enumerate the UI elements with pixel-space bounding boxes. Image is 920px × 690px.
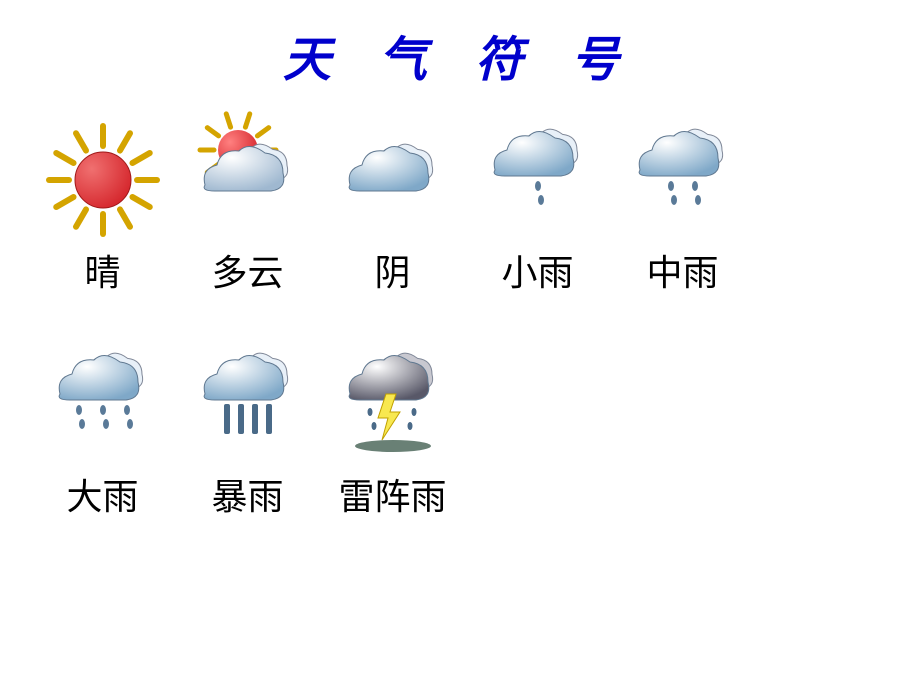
weather-label-heavy-rain: 大雨 [66, 478, 138, 518]
page-title: 天 气 符 号 [0, 0, 920, 110]
heavy-rain-icon [38, 334, 168, 474]
weather-cell-storm-rain: 暴雨 [175, 334, 320, 518]
weather-cell-overcast: 阴 [320, 110, 465, 294]
weather-cell-cloudy: 多云 [175, 110, 320, 294]
weather-label-light-rain: 小雨 [501, 254, 573, 294]
weather-label-thunderstorm: 雷阵雨 [338, 478, 446, 518]
overcast-icon [328, 110, 458, 250]
weather-label-cloudy: 多云 [211, 254, 283, 294]
weather-label-sunny: 晴 [84, 254, 120, 294]
light-rain-icon [473, 110, 603, 250]
weather-label-moderate-rain: 中雨 [646, 254, 718, 294]
weather-label-overcast: 阴 [374, 254, 410, 294]
moderate-rain-icon [618, 110, 748, 250]
thunderstorm-icon [328, 334, 458, 474]
weather-label-storm-rain: 暴雨 [211, 478, 283, 518]
cloudy-icon [183, 110, 313, 250]
weather-cell-light-rain: 小雨 [465, 110, 610, 294]
weather-cell-moderate-rain: 中雨 [610, 110, 755, 294]
icon-grid: 晴 多云 阴 小雨 [0, 110, 920, 557]
weather-cell-thunderstorm: 雷阵雨 [320, 334, 465, 518]
storm-rain-icon [183, 334, 313, 474]
weather-cell-sunny: 晴 [30, 110, 175, 294]
weather-cell-heavy-rain: 大雨 [30, 334, 175, 518]
sunny-icon [38, 110, 168, 250]
